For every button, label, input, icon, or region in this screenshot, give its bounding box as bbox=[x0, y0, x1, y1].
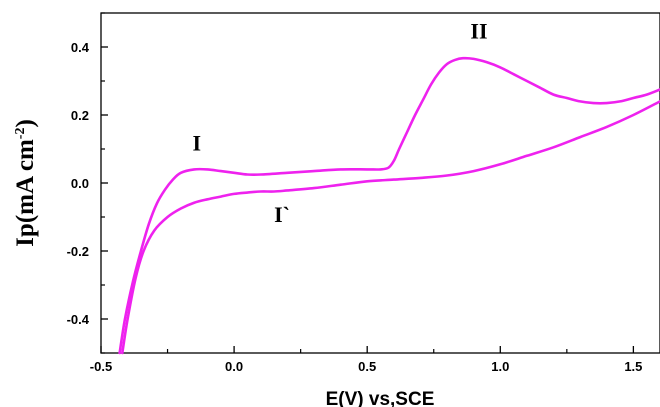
y-axis-title-close: ) bbox=[12, 119, 39, 127]
y-tick-label: -0.2 bbox=[67, 244, 89, 259]
y-tick-label: 0.2 bbox=[71, 108, 89, 123]
y-tick-label: 0.4 bbox=[71, 40, 90, 55]
x-axis-title: E(V) vs,SCE bbox=[326, 389, 435, 407]
y-axis-ticks: -0.4 -0.2 0.0 0.2 0.4 bbox=[67, 12, 108, 354]
anodic-scan-line bbox=[118, 56, 660, 355]
x-tick-label: 1.0 bbox=[491, 359, 509, 374]
x-tick-label: 1.5 bbox=[624, 359, 642, 374]
series-layer bbox=[118, 56, 660, 355]
y-tick-label: -0.4 bbox=[67, 312, 90, 327]
y-axis-title: Ip(mA cm-2) bbox=[12, 119, 39, 247]
x-tick-label: 0.5 bbox=[358, 359, 376, 374]
x-tick-label: -0.5 bbox=[90, 359, 112, 374]
peak-label: I bbox=[193, 131, 202, 156]
x-tick-label: 0.0 bbox=[225, 359, 243, 374]
y-axis-title-sup: -2 bbox=[13, 128, 28, 140]
peak-label: I` bbox=[274, 202, 290, 227]
y-axis-title-main: Ip(mA cm bbox=[12, 139, 39, 247]
peak-label: II bbox=[470, 19, 487, 44]
plot-frame bbox=[100, 12, 660, 354]
y-tick-label: 0.0 bbox=[71, 176, 89, 191]
cathodic-scan-line bbox=[121, 100, 660, 355]
x-axis-ticks: -0.5 0.0 0.5 1.0 1.5 bbox=[90, 346, 642, 374]
